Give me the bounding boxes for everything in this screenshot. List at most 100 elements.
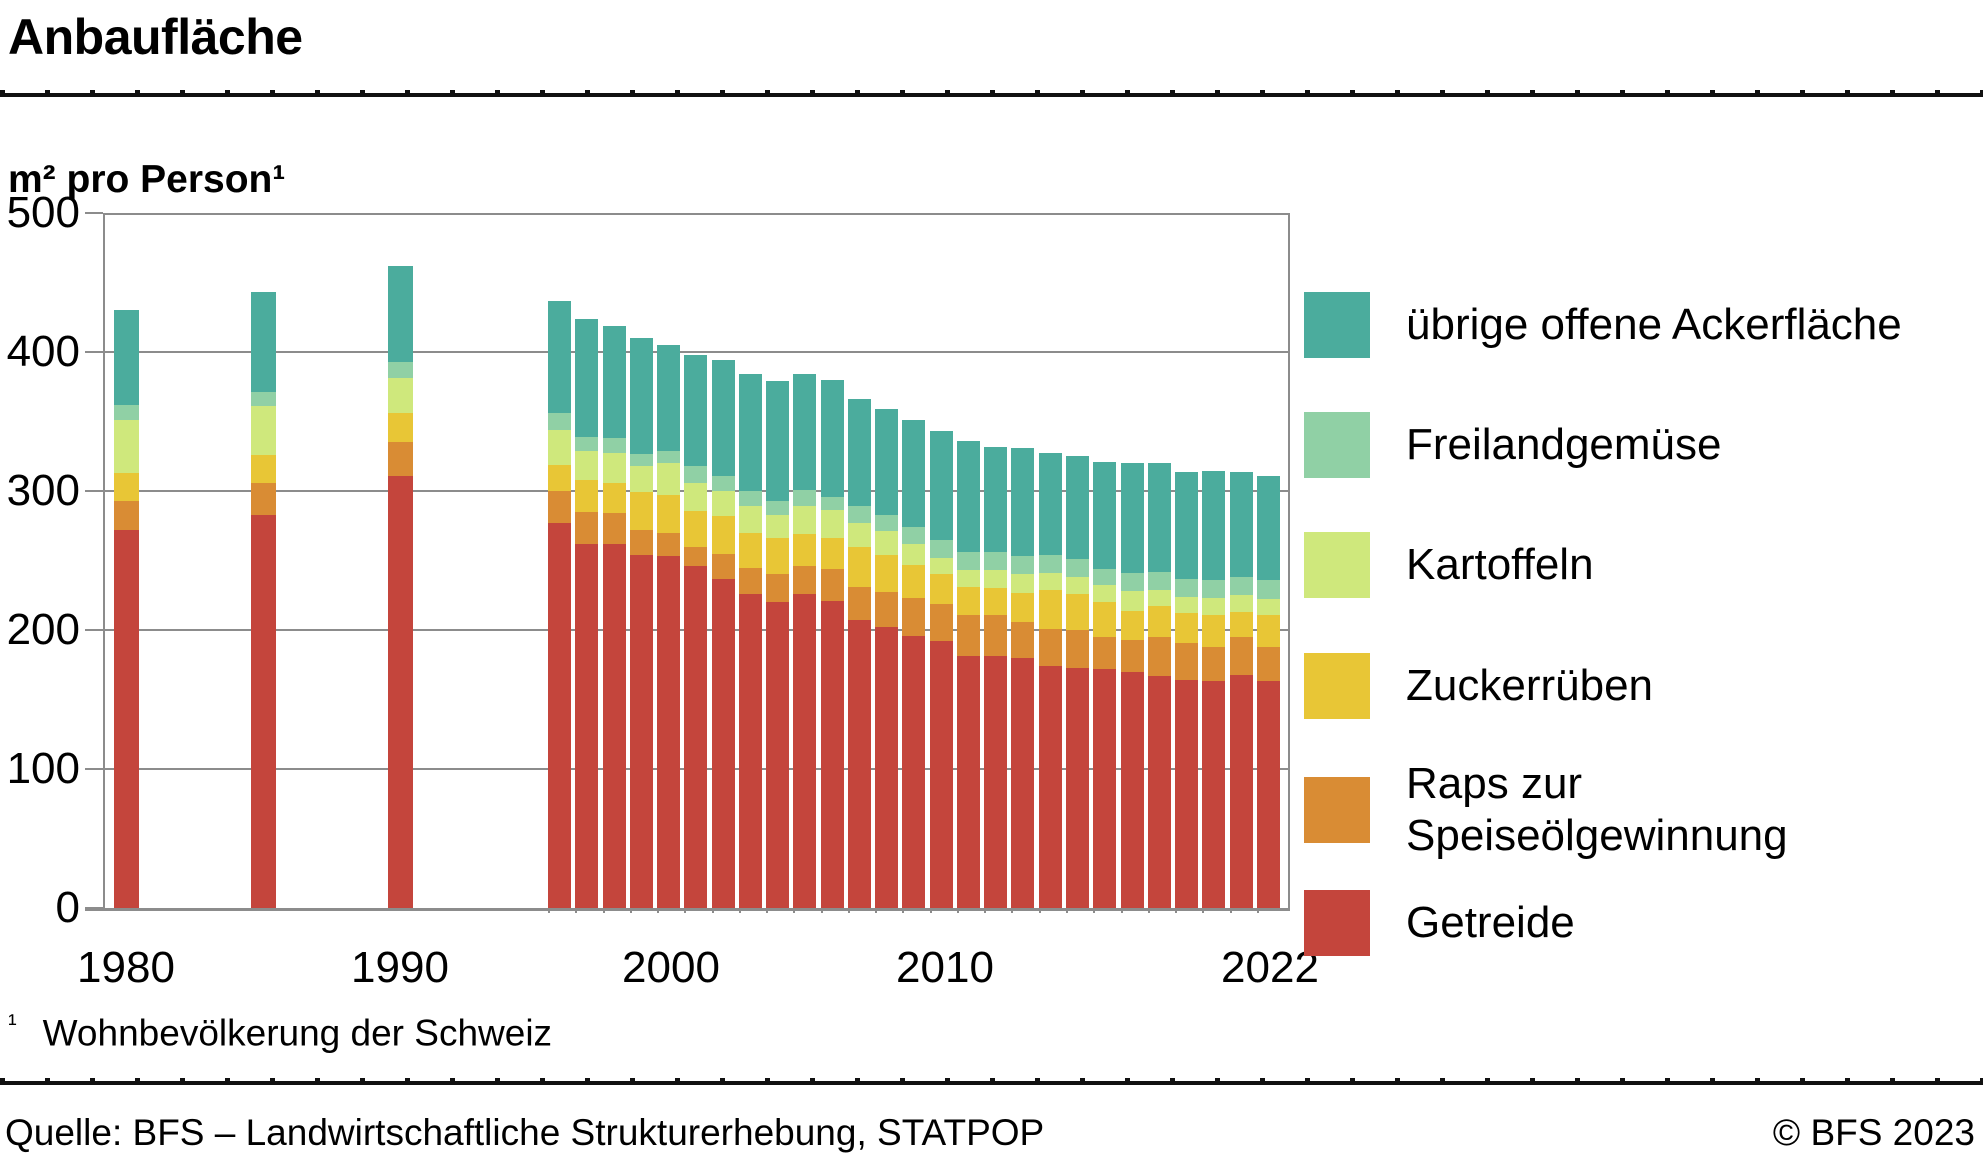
x-tick-2004 <box>766 908 769 913</box>
bar-segment-2003-freilandgemüse <box>738 491 762 507</box>
legend-swatch-1 <box>1304 292 1370 358</box>
bar-segment-2012-kartoffeln <box>984 570 1008 589</box>
bar-segment-2011-getreide <box>956 656 980 908</box>
bar-segment-2013-übrige <box>1011 447 1035 557</box>
bar-segment-2000-zuckerrüben <box>657 495 681 533</box>
legend-item-2: Freilandgemüse <box>1304 412 1722 478</box>
bar-segment-2017-getreide <box>1120 671 1144 908</box>
bar-segment-2001-übrige <box>684 354 708 467</box>
bar-segment-2000-freilandgemüse <box>657 450 681 464</box>
bar-segment-2005-getreide <box>793 593 817 908</box>
x-tick-2006 <box>820 908 823 913</box>
bar-segment-2017-raps <box>1120 639 1144 672</box>
bar-segment-2018-kartoffeln <box>1147 589 1171 607</box>
legend-label-3: Kartoffeln <box>1406 540 1594 589</box>
bar-segment-2016-getreide <box>1093 668 1117 908</box>
bar-2015 <box>1065 456 1089 908</box>
x-tick-2014 <box>1038 908 1041 913</box>
x-tick-1998 <box>602 908 605 913</box>
legend-item-1: übrige offene Ackerfläche <box>1304 292 1902 358</box>
bar-segment-2006-raps <box>820 568 844 601</box>
bar-2017 <box>1120 463 1144 908</box>
source-text: Quelle: BFS – Landwirtschaftliche Strukt… <box>5 1112 1045 1153</box>
x-tick-2003 <box>738 908 741 913</box>
bar-segment-2019-getreide <box>1175 680 1199 908</box>
bar-segment-1997-getreide <box>575 543 599 908</box>
bar-segment-1980-zuckerrüben <box>114 472 139 501</box>
bar-segment-2011-raps <box>956 614 980 657</box>
bar-segment-2000-übrige <box>657 345 681 451</box>
bar-segment-2003-kartoffeln <box>738 506 762 533</box>
bar-segment-2001-freilandgemüse <box>684 466 708 483</box>
bar-1985 <box>251 292 276 908</box>
bar-segment-2011-freilandgemüse <box>956 552 980 571</box>
x-tick-2016 <box>1093 908 1096 913</box>
header-divider <box>0 90 1983 97</box>
bar-2019 <box>1175 471 1199 908</box>
bar-segment-2005-zuckerrüben <box>793 534 817 567</box>
bar-2011 <box>956 440 980 908</box>
bar-2018 <box>1147 463 1171 908</box>
bar-segment-2014-getreide <box>1038 666 1062 908</box>
bar-segment-2020-kartoffeln <box>1202 597 1226 615</box>
bar-segment-2000-getreide <box>657 556 681 908</box>
y-tick-label-500: 500 <box>6 188 80 237</box>
bar-2008 <box>875 409 899 908</box>
bar-segment-1985-übrige <box>251 292 276 393</box>
footer-divider-bar <box>0 1081 1983 1085</box>
x-tick-2012 <box>984 908 987 913</box>
bar-segment-2004-kartoffeln <box>766 514 790 539</box>
x-tick-2002 <box>711 908 714 913</box>
bar-segment-2012-getreide <box>984 656 1008 908</box>
bar-2005 <box>793 374 817 908</box>
bar-segment-2007-übrige <box>847 399 871 507</box>
bar-segment-2011-übrige <box>956 440 980 553</box>
plot-area <box>85 212 1290 913</box>
bar-segment-2009-übrige <box>902 420 926 528</box>
bar-segment-2002-kartoffeln <box>711 491 735 517</box>
bar-segment-1996-zuckerrüben <box>548 464 572 491</box>
bar-segment-2008-getreide <box>875 627 899 908</box>
bar-segment-2015-getreide <box>1065 667 1089 908</box>
bar-segment-1980-kartoffeln <box>114 420 139 473</box>
bar-1999 <box>629 338 653 908</box>
y-axis-unit-label: m² pro Person¹ <box>8 158 286 201</box>
y-tick-300 <box>85 490 103 492</box>
footnote-text: Wohnbevölkerung der Schweiz <box>42 1012 553 1054</box>
x-tick-2010 <box>929 908 932 913</box>
x-tick-2017 <box>1120 908 1123 913</box>
bar-2003 <box>738 374 762 908</box>
y-tick-label-300: 300 <box>6 466 80 515</box>
bar-2014 <box>1038 453 1062 908</box>
x-tick-1997 <box>575 908 578 913</box>
bar-segment-2020-zuckerrüben <box>1202 614 1226 647</box>
bar-segment-1985-raps <box>251 482 276 515</box>
bar-segment-2015-kartoffeln <box>1065 577 1089 594</box>
x-tick-label-2010: 2010 <box>896 943 994 992</box>
bar-segment-2007-raps <box>847 586 871 621</box>
bar-segment-2016-freilandgemüse <box>1093 568 1117 586</box>
bar-segment-2009-freilandgemüse <box>902 527 926 544</box>
bar-segment-1999-freilandgemüse <box>629 453 653 467</box>
x-tick-label-2022: 2022 <box>1221 943 1319 992</box>
bar-segment-2013-getreide <box>1011 657 1035 908</box>
bar-segment-2007-zuckerrüben <box>847 546 871 587</box>
bar-segment-2016-raps <box>1093 636 1117 669</box>
bar-segment-1998-getreide <box>602 543 626 908</box>
bar-segment-2006-getreide <box>820 600 844 908</box>
y-tick-0 <box>85 907 103 909</box>
bar-segment-2022-zuckerrüben <box>1256 614 1280 647</box>
bar-segment-1990-freilandgemüse <box>388 361 413 379</box>
bar-segment-2005-übrige <box>793 374 817 490</box>
bar-segment-2004-zuckerrüben <box>766 538 790 575</box>
bar-segment-2022-raps <box>1256 646 1280 682</box>
bar-segment-2001-zuckerrüben <box>684 510 708 547</box>
bar-segment-2006-übrige <box>820 379 844 497</box>
plot-frame <box>103 213 1290 908</box>
bar-segment-2022-getreide <box>1256 681 1280 908</box>
bar-segment-2014-raps <box>1038 628 1062 667</box>
bar-segment-2020-getreide <box>1202 681 1226 908</box>
bar-segment-1996-getreide <box>548 523 572 908</box>
bar-2013 <box>1011 447 1035 908</box>
bar-2006 <box>820 379 844 908</box>
